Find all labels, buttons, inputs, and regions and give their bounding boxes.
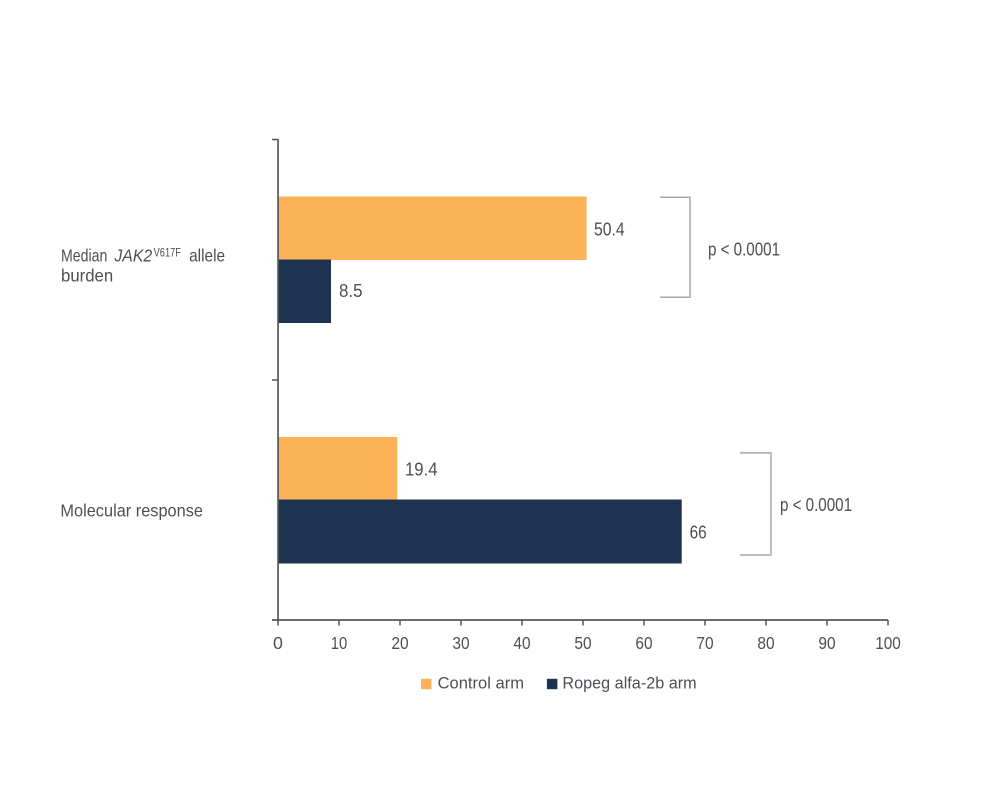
svg-text:Control arm: Control arm — [438, 675, 524, 693]
svg-text:50.4: 50.4 — [594, 219, 625, 240]
svg-text:0: 0 — [273, 633, 283, 653]
svg-text:90: 90 — [818, 633, 835, 653]
svg-text:Median: Median — [61, 245, 107, 265]
svg-text:40: 40 — [513, 633, 530, 653]
svg-text:Molecular response: Molecular response — [60, 501, 203, 521]
svg-text:JAK2: JAK2 — [114, 245, 153, 265]
svg-text:19.4: 19.4 — [405, 458, 438, 479]
svg-text:p < 0.0001: p < 0.0001 — [708, 240, 780, 260]
svg-text:60: 60 — [635, 633, 652, 653]
svg-text:30: 30 — [452, 633, 469, 653]
svg-text:Ropeg alfa-2b arm: Ropeg alfa-2b arm — [562, 675, 696, 693]
svg-text:66: 66 — [690, 522, 707, 543]
svg-text:p < 0.0001: p < 0.0001 — [780, 495, 852, 515]
svg-text:burden: burden — [61, 266, 113, 286]
svg-text:20: 20 — [391, 633, 408, 653]
svg-text:8.5: 8.5 — [339, 280, 363, 301]
svg-text:V617F: V617F — [154, 245, 181, 259]
svg-text:10: 10 — [331, 633, 348, 653]
svg-text:80: 80 — [757, 633, 774, 653]
svg-text:50: 50 — [574, 633, 591, 653]
svg-text:100: 100 — [875, 633, 901, 653]
svg-text:allele: allele — [189, 245, 225, 265]
svg-text:70: 70 — [696, 633, 713, 653]
